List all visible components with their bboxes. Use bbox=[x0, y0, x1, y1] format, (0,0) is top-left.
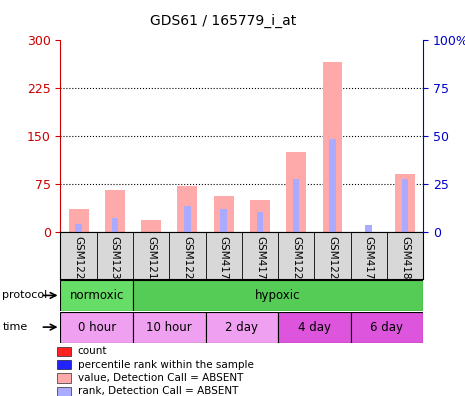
Bar bbox=[105, 190, 125, 232]
Bar bbox=[133, 280, 423, 311]
Bar bbox=[178, 186, 197, 232]
Bar bbox=[365, 225, 372, 232]
Bar bbox=[395, 174, 415, 232]
Bar bbox=[133, 312, 206, 343]
Bar bbox=[286, 152, 306, 232]
Text: time: time bbox=[2, 322, 27, 332]
Bar bbox=[206, 312, 278, 343]
Text: GDS61 / 165779_i_at: GDS61 / 165779_i_at bbox=[150, 14, 296, 28]
Bar bbox=[351, 312, 423, 343]
Text: 4 day: 4 day bbox=[298, 321, 331, 333]
Bar bbox=[57, 373, 72, 383]
Bar bbox=[214, 196, 233, 232]
Text: GSM4176: GSM4176 bbox=[255, 236, 265, 286]
Text: normoxic: normoxic bbox=[70, 289, 124, 302]
Text: protocol: protocol bbox=[2, 290, 47, 301]
Bar bbox=[141, 220, 161, 232]
Bar bbox=[323, 62, 342, 232]
Text: value, Detection Call = ABSENT: value, Detection Call = ABSENT bbox=[78, 373, 243, 383]
Bar bbox=[60, 280, 133, 311]
Bar bbox=[57, 360, 72, 369]
Text: hypoxic: hypoxic bbox=[255, 289, 301, 302]
Bar bbox=[112, 217, 118, 232]
Bar bbox=[60, 312, 133, 343]
Bar bbox=[220, 209, 227, 232]
Bar bbox=[402, 179, 408, 232]
Text: GSM1228: GSM1228 bbox=[73, 236, 84, 286]
Text: 6 day: 6 day bbox=[371, 321, 403, 333]
Text: percentile rank within the sample: percentile rank within the sample bbox=[78, 360, 253, 369]
Bar bbox=[184, 206, 191, 232]
Text: 2 day: 2 day bbox=[226, 321, 258, 333]
Bar bbox=[75, 224, 82, 232]
Text: count: count bbox=[78, 346, 107, 356]
Text: 0 hour: 0 hour bbox=[78, 321, 116, 333]
Bar bbox=[257, 212, 263, 232]
Text: GSM4182: GSM4182 bbox=[400, 236, 410, 286]
Text: GSM1231: GSM1231 bbox=[110, 236, 120, 286]
Bar bbox=[293, 179, 299, 232]
Text: 10 hour: 10 hour bbox=[146, 321, 192, 333]
Bar bbox=[278, 312, 351, 343]
Bar bbox=[57, 387, 72, 396]
Text: GSM1226: GSM1226 bbox=[327, 236, 338, 286]
Text: GSM4179: GSM4179 bbox=[364, 236, 374, 286]
Text: GSM1220: GSM1220 bbox=[182, 236, 193, 286]
Text: GSM1223: GSM1223 bbox=[291, 236, 301, 286]
Bar bbox=[250, 200, 270, 232]
Text: rank, Detection Call = ABSENT: rank, Detection Call = ABSENT bbox=[78, 386, 238, 396]
Bar bbox=[69, 209, 88, 232]
Text: GSM4173: GSM4173 bbox=[219, 236, 229, 286]
Text: GSM1217: GSM1217 bbox=[146, 236, 156, 286]
Bar bbox=[57, 346, 72, 356]
Bar bbox=[329, 139, 336, 232]
